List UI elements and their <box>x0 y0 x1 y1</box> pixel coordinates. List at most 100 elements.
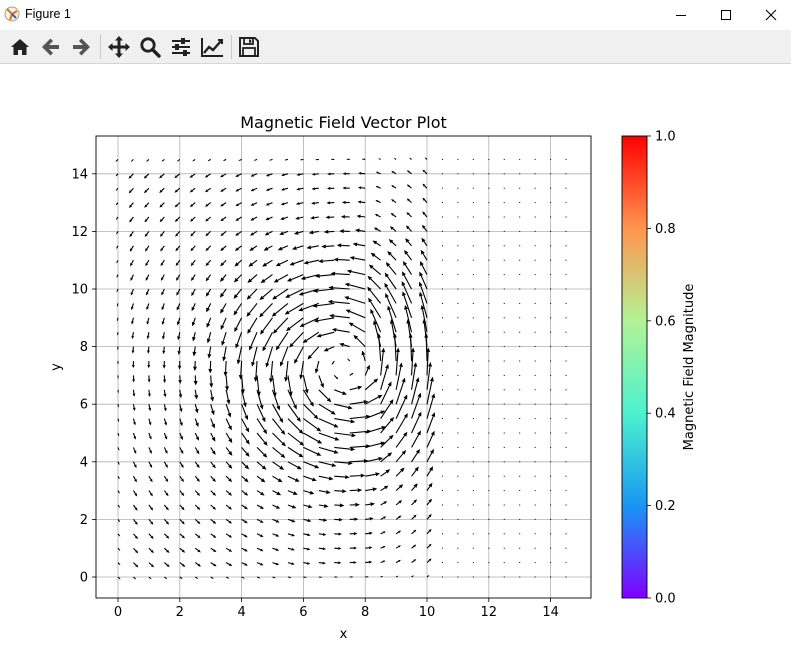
vector-arrow <box>194 432 199 441</box>
vector-arrow <box>472 288 474 290</box>
vector-arrow <box>380 363 389 390</box>
vector-arrow <box>380 546 386 549</box>
vector-arrow <box>241 432 250 445</box>
vector-arrow <box>441 187 443 189</box>
vector-arrow <box>441 216 443 218</box>
vector-arrow <box>472 461 474 463</box>
vector-arrow <box>318 403 336 415</box>
vector-arrow <box>534 202 536 204</box>
vector-arrow <box>364 378 379 391</box>
vector-arrow <box>194 404 199 414</box>
vector-arrow <box>210 447 216 455</box>
vector-arrow <box>225 404 232 418</box>
vector-arrow <box>318 576 323 578</box>
vector-arrow <box>129 216 134 223</box>
vector-arrow <box>426 448 434 463</box>
vector-arrow <box>472 490 474 492</box>
vector-arrow <box>426 376 434 405</box>
vector-arrow <box>190 245 196 252</box>
y-tick-label: 0 <box>80 571 88 586</box>
vector-arrow <box>519 403 521 405</box>
minimize-button[interactable] <box>658 0 704 30</box>
vector-arrow <box>565 259 567 261</box>
vector-arrow <box>132 404 136 412</box>
vector-arrow <box>189 187 196 193</box>
vector-arrow <box>503 475 505 477</box>
maximize-button[interactable] <box>703 0 749 30</box>
vector-arrow <box>220 259 227 267</box>
vector-arrow <box>418 281 428 304</box>
vector-arrow <box>284 360 289 383</box>
vector-arrow <box>265 216 273 221</box>
vector-arrow <box>346 269 366 276</box>
home-button[interactable] <box>6 33 34 61</box>
vector-arrow <box>488 576 490 578</box>
vector-arrow <box>311 187 319 191</box>
close-button[interactable] <box>748 0 791 30</box>
vector-arrow <box>352 242 366 247</box>
vector-arrow <box>207 158 211 162</box>
vector-arrow <box>117 475 120 480</box>
vector-arrow <box>519 475 521 477</box>
vector-arrow <box>380 516 387 520</box>
vector-arrow <box>422 183 428 189</box>
vector-arrow <box>295 202 304 206</box>
vector-arrow <box>161 158 165 162</box>
vector-arrow <box>565 346 567 348</box>
forward-button[interactable] <box>67 33 95 61</box>
vector-arrow <box>472 302 474 304</box>
vector-arrow <box>348 322 366 333</box>
vector-arrow <box>256 432 268 446</box>
vector-arrow <box>161 288 165 296</box>
vector-arrow <box>159 231 165 237</box>
vector-arrow <box>287 461 302 470</box>
vector-arrow <box>488 490 490 492</box>
vector-arrow <box>472 317 474 319</box>
save-button[interactable] <box>235 33 263 61</box>
vector-arrow <box>327 299 350 304</box>
vector-arrow <box>387 250 397 261</box>
vector-arrow <box>534 475 536 477</box>
vector-arrow <box>519 533 521 535</box>
vector-arrow <box>162 346 166 355</box>
vector-arrow <box>365 517 374 521</box>
vector-arrow <box>519 302 521 304</box>
window-titlebar: Figure 1 <box>0 0 791 30</box>
vector-arrow <box>251 346 258 367</box>
vector-arrow <box>132 389 136 397</box>
vector-arrow <box>457 230 459 232</box>
vector-arrow <box>411 544 417 549</box>
vector-arrow <box>565 389 567 391</box>
subplots-button[interactable] <box>167 33 195 61</box>
vector-arrow <box>280 202 289 206</box>
vector-arrow <box>241 418 250 433</box>
back-button[interactable] <box>37 33 65 61</box>
vector-arrow <box>457 317 459 319</box>
vector-arrow <box>249 245 258 251</box>
vector-arrow <box>441 245 443 247</box>
vector-arrow <box>221 332 227 346</box>
vector-arrow <box>128 187 134 194</box>
vector-arrow <box>441 360 443 362</box>
zoom-button[interactable] <box>136 33 164 61</box>
vector-arrow <box>426 543 432 549</box>
vector-arrow <box>503 331 505 333</box>
vector-arrow <box>550 216 552 218</box>
vector-arrow <box>176 288 181 296</box>
vector-arrow <box>233 274 242 283</box>
edit-axis-button[interactable] <box>198 33 226 61</box>
y-tick-label: 10 <box>71 283 88 298</box>
vector-arrow <box>550 346 552 348</box>
pan-button[interactable] <box>105 33 133 61</box>
vector-arrow <box>503 216 505 218</box>
vector-arrow <box>143 173 150 179</box>
vector-arrow <box>441 274 443 276</box>
vector-arrow <box>117 490 120 494</box>
vector-arrow <box>472 432 474 434</box>
vector-arrow <box>117 404 120 408</box>
vector-arrow <box>148 519 154 525</box>
vector-arrow <box>313 317 335 323</box>
vector-arrow <box>296 187 304 191</box>
vector-arrow <box>565 331 567 333</box>
vector-arrow <box>144 231 150 238</box>
